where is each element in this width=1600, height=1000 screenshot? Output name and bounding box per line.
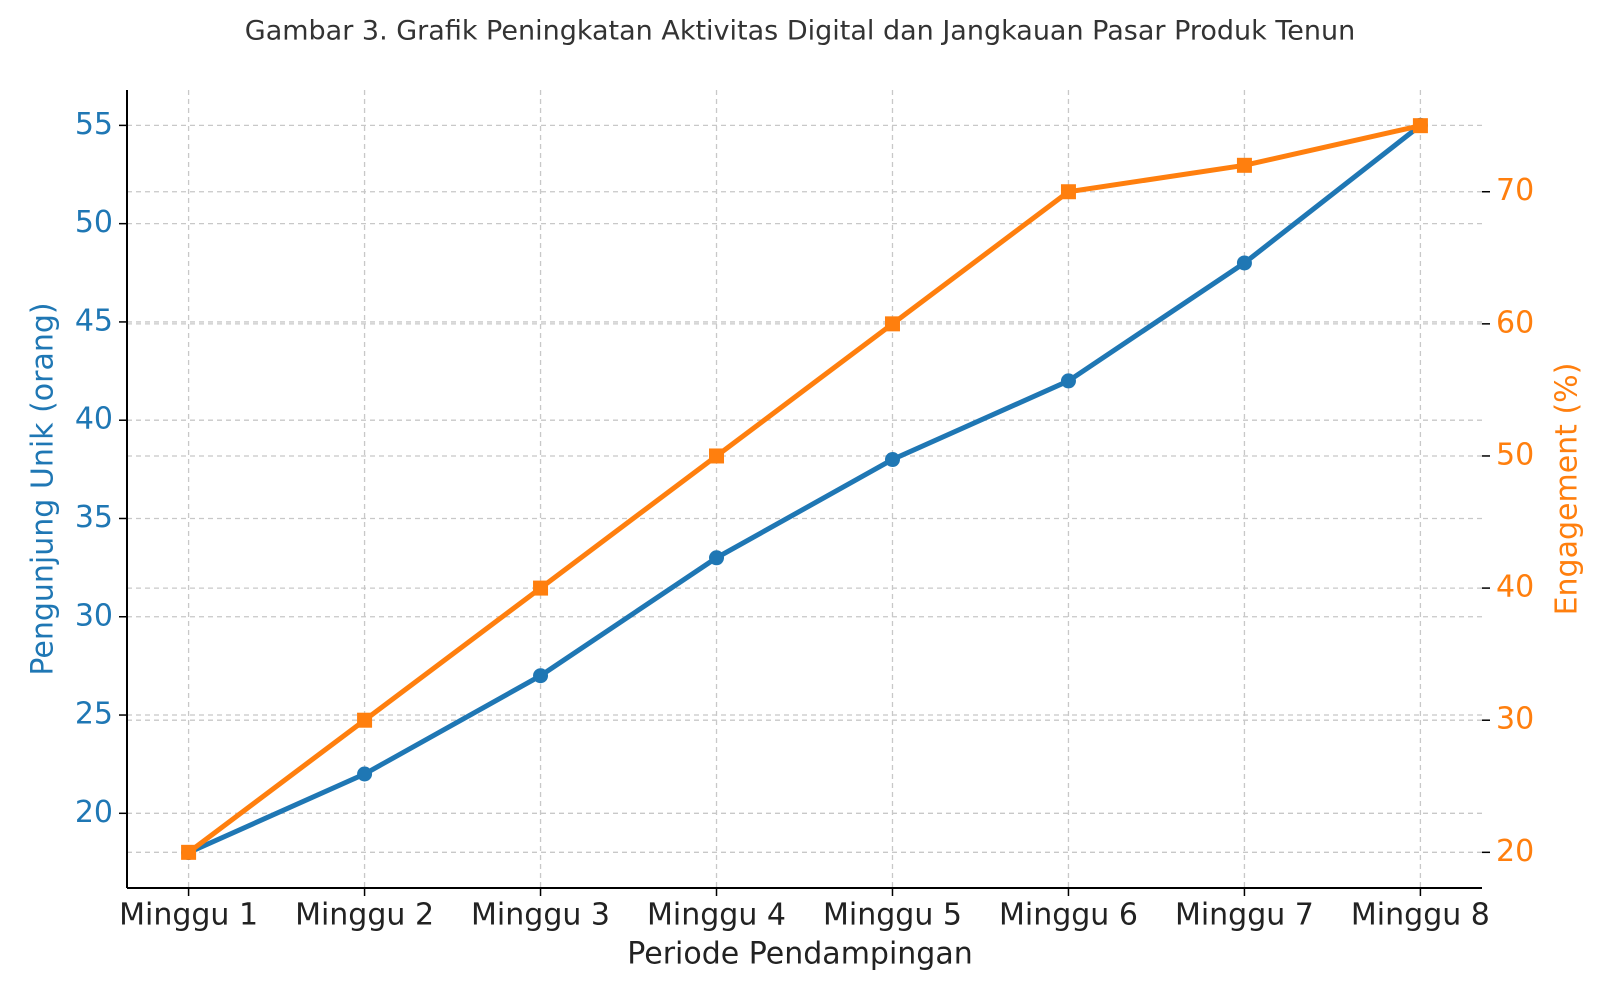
series-line	[187, 123, 1422, 855]
marker	[884, 452, 900, 468]
marker	[533, 580, 549, 596]
x-tick-label: Minggu 7	[1175, 898, 1314, 933]
x-axis-label: Periode Pendampingan	[627, 937, 973, 972]
chart-title: Gambar 3. Grafik Peningkatan Aktivitas D…	[245, 16, 1355, 47]
y-tick-label: 45	[75, 303, 113, 338]
x-tick-label: Minggu 3	[471, 898, 610, 933]
y-tick-label: 35	[75, 500, 113, 535]
marker	[357, 712, 373, 728]
marker	[884, 316, 900, 332]
y2-tick-label: 60	[1496, 305, 1534, 340]
marker	[1236, 255, 1252, 271]
marker	[181, 844, 197, 860]
marker	[709, 448, 725, 464]
marker	[357, 766, 373, 782]
x-tick-label: Minggu 2	[295, 898, 434, 933]
y2-axis-label: Engagement (%)	[1550, 363, 1585, 616]
marker	[533, 668, 549, 684]
y-tick-label: 50	[75, 205, 113, 240]
y-tick-label: 30	[75, 598, 113, 633]
x-tick-label: Minggu 8	[1351, 898, 1490, 933]
series-line	[187, 123, 1421, 855]
x-tick-label: Minggu 6	[999, 898, 1138, 933]
x-tick-label: Minggu 1	[119, 898, 258, 933]
y2-tick-label: 20	[1496, 834, 1534, 869]
y2-tick-label: 40	[1496, 570, 1534, 605]
y2-tick-label: 30	[1496, 702, 1534, 737]
y2-tick-label: 70	[1496, 173, 1534, 208]
y-axis-label: Pengunjung Unik (orang)	[26, 302, 61, 675]
y-tick-label: 20	[75, 795, 113, 830]
x-tick-label: Minggu 5	[823, 898, 962, 933]
marker	[1060, 373, 1076, 389]
x-tick-label: Minggu 4	[647, 898, 786, 933]
y-tick-label: 25	[75, 697, 113, 732]
y-tick-label: 40	[75, 402, 113, 437]
marker	[1060, 184, 1076, 200]
marker	[1412, 118, 1428, 134]
y2-tick-label: 50	[1496, 437, 1534, 472]
y-tick-label: 55	[75, 107, 113, 142]
marker	[709, 550, 725, 566]
marker	[1236, 157, 1252, 173]
